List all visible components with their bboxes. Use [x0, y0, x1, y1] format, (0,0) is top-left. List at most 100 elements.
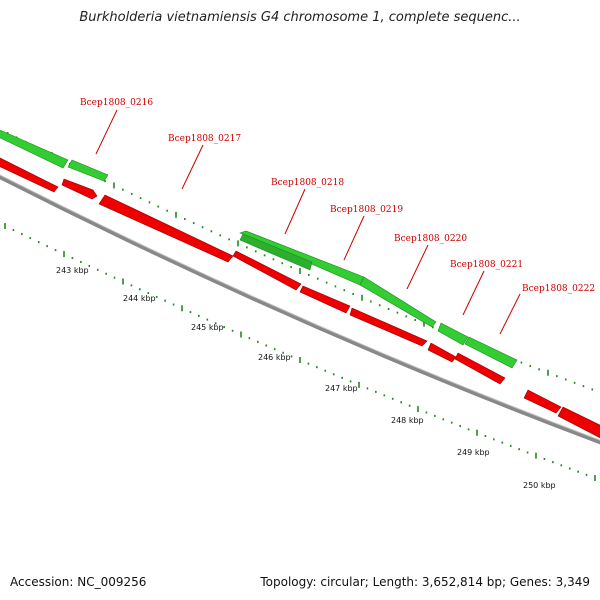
sequence-backbone [0, 174, 600, 445]
major-tick [594, 475, 596, 481]
minor-tick [96, 268, 99, 271]
minor-tick [383, 394, 386, 397]
minor-tick [105, 272, 107, 275]
minor-tick [564, 378, 567, 381]
reverse-gene[interactable] [557, 406, 600, 443]
reverse-gene[interactable] [61, 178, 98, 200]
minor-tick [290, 266, 292, 269]
label-leader-line [95, 109, 118, 155]
minor-tick [334, 285, 337, 288]
minor-tick [147, 292, 150, 295]
minor-tick [509, 444, 512, 447]
minor-tick [166, 209, 168, 212]
sequence-backbone-highlight [0, 174, 600, 441]
minor-tick [263, 254, 266, 257]
reverse-gene[interactable] [427, 342, 457, 363]
minor-tick [450, 421, 453, 424]
reverse-gene[interactable] [0, 155, 59, 193]
label-leader-line [406, 244, 429, 290]
minor-tick [529, 364, 532, 367]
minor-tick [332, 373, 335, 376]
major-tick [417, 406, 419, 413]
forward-gene[interactable] [239, 233, 313, 271]
minor-tick [184, 217, 186, 220]
minor-tick [29, 237, 32, 240]
minor-tick [46, 245, 48, 248]
minor-tick [343, 289, 346, 292]
gene-label: Bcep1808_0222 [522, 284, 595, 294]
gene-label-group[interactable]: Bcep1808_0218 [271, 178, 344, 235]
major-tick [547, 369, 549, 376]
minor-tick [577, 470, 579, 473]
major-tick [535, 452, 537, 459]
minor-tick [198, 314, 200, 317]
minor-tick [568, 467, 571, 470]
minor-tick [189, 311, 192, 314]
gene-label-group[interactable]: Bcep1808_0221 [450, 260, 523, 316]
minor-tick [316, 366, 318, 369]
reverse-gene[interactable] [299, 285, 351, 314]
gene-label-group[interactable]: Bcep1808_0222 [499, 284, 595, 335]
forward-gene[interactable] [67, 159, 109, 182]
minor-tick [223, 326, 225, 329]
minor-tick [172, 303, 175, 306]
minor-tick [214, 322, 217, 325]
minor-tick [54, 249, 57, 252]
scale-label: 249 kbp [457, 448, 490, 457]
minor-tick [556, 375, 558, 378]
minor-tick [155, 295, 158, 298]
reverse-gene[interactable] [232, 250, 302, 291]
minor-tick [290, 355, 293, 358]
reverse-gene[interactable] [349, 307, 428, 347]
minor-tick [538, 368, 540, 371]
minor-tick [71, 257, 74, 260]
forward-gene[interactable] [0, 127, 69, 169]
minor-tick [442, 418, 445, 421]
label-leader-line [181, 144, 204, 190]
gene-label-group[interactable]: Bcep1808_0219 [330, 205, 403, 261]
minor-tick [88, 264, 91, 267]
reverse-gene[interactable] [454, 352, 506, 385]
minor-tick [387, 307, 390, 310]
reverse-gene[interactable] [523, 389, 562, 414]
gene-label-group[interactable]: Bcep1808_0217 [168, 134, 241, 190]
scale-label: 245 kbp [191, 323, 224, 332]
major-tick [361, 294, 363, 301]
minor-tick [432, 326, 434, 329]
minor-tick [37, 241, 40, 244]
minor-tick [518, 448, 520, 451]
minor-tick [391, 397, 394, 400]
accession-text: Accession: NC_009256 [10, 575, 147, 589]
major-tick [113, 182, 115, 189]
forward-gene[interactable] [464, 336, 518, 369]
reverse-gene[interactable] [98, 194, 234, 263]
gene-label: Bcep1808_0219 [330, 205, 403, 215]
minor-tick [246, 246, 248, 249]
major-tick [423, 320, 425, 327]
minor-tick [425, 411, 428, 414]
scale-label: 243 kbp [56, 266, 89, 275]
major-tick [181, 305, 183, 312]
minor-tick [113, 276, 116, 279]
gene-label: Bcep1808_0221 [450, 260, 523, 270]
forward-gene[interactable] [359, 276, 437, 328]
minor-tick [228, 238, 230, 241]
minor-tick [396, 311, 399, 314]
gene-label: Bcep1808_0216 [80, 98, 153, 108]
minor-tick [210, 230, 213, 233]
gene-label-group[interactable]: Bcep1808_0216 [80, 98, 153, 155]
forward-gene[interactable] [437, 322, 469, 346]
minor-tick [148, 201, 151, 204]
reverse-gene-track [0, 155, 600, 443]
minor-tick [408, 404, 411, 407]
gene-label-group[interactable]: Bcep1808_0220 [394, 234, 467, 290]
label-leader-line [499, 293, 521, 335]
minor-tick [370, 300, 372, 303]
minor-tick [520, 361, 523, 364]
minor-tick [231, 329, 234, 332]
scale-label: 247 kbp [325, 384, 358, 393]
minor-tick [459, 425, 461, 428]
minor-tick [434, 414, 436, 417]
minor-tick [484, 435, 487, 438]
